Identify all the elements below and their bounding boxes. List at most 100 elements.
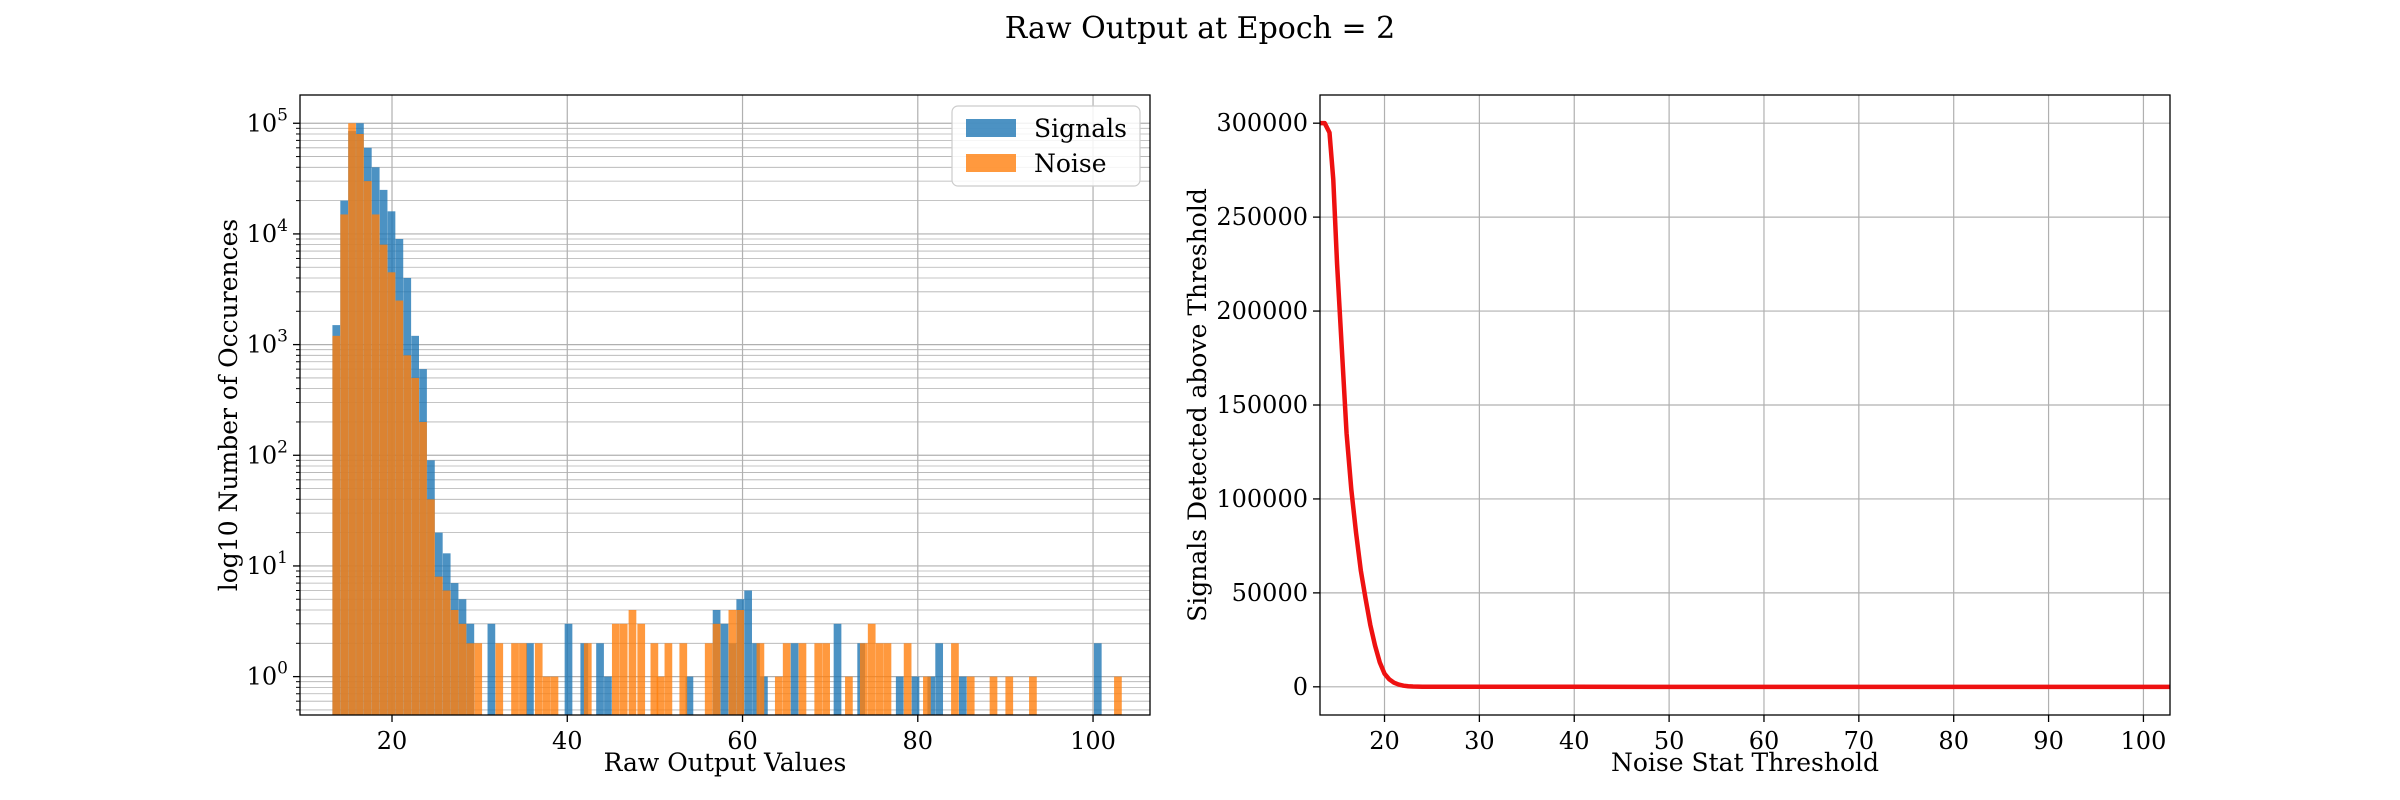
y-tick-label: 101 — [247, 548, 288, 580]
signals-histogram-bar — [596, 643, 604, 715]
noise-histogram-bar — [542, 676, 551, 715]
signals-histogram-bar — [752, 643, 760, 715]
noise-histogram-bar — [736, 609, 745, 715]
x-tick-label: 100 — [1070, 727, 1116, 755]
noise-histogram-bar — [442, 590, 451, 715]
x-tick-label: 100 — [2121, 727, 2167, 755]
x-tick-label: 80 — [903, 727, 934, 755]
noise-histogram-bar — [387, 272, 396, 715]
noise-histogram-bar — [712, 623, 721, 715]
noise-histogram-bar — [411, 377, 419, 715]
noise-histogram-bar — [519, 643, 527, 715]
noise-histogram-bar — [628, 609, 637, 715]
y-tick-label: 103 — [247, 327, 288, 359]
y-tick-label: 0 — [1293, 673, 1308, 701]
y-tick-label: 104 — [247, 216, 288, 248]
signals-histogram-bar — [685, 676, 694, 715]
noise-histogram-bar — [403, 355, 412, 715]
legend-noise-label: Noise — [1034, 149, 1107, 178]
noise-histogram-bar — [427, 499, 435, 715]
noise-histogram-bar — [379, 244, 388, 715]
histogram-plot-frame — [299, 94, 1151, 716]
histogram-ticks: 20 40 60 80 100 100 101 102 103 104 105 — [247, 105, 1116, 755]
x-tick-label: 80 — [1938, 727, 1969, 755]
histogram-x-axis-label: Raw Output Values — [604, 748, 847, 777]
noise-histogram-bar — [348, 123, 356, 715]
noise-histogram-bar — [704, 643, 713, 715]
x-tick-label: 30 — [1464, 727, 1495, 755]
y-tick-label: 300000 — [1216, 109, 1308, 137]
noise-histogram-bar — [798, 643, 807, 715]
threshold-y-axis-label: Signals Detected above Threshold — [1183, 188, 1212, 622]
y-tick-label: 150000 — [1216, 391, 1308, 419]
noise-histogram-bar — [728, 609, 737, 715]
noise-histogram-bar — [637, 623, 646, 715]
noise-histogram-bar — [883, 643, 892, 715]
histogram-legend: Signals Noise — [951, 105, 1141, 187]
noise-histogram-bar — [434, 576, 443, 715]
signals-histogram-bar — [720, 623, 729, 715]
noise-histogram-bar — [395, 300, 404, 715]
x-tick-label: 20 — [377, 727, 408, 755]
signals-histogram-bar — [526, 643, 534, 715]
signals-histogram-bar — [927, 676, 936, 715]
noise-histogram-bar — [951, 643, 959, 715]
noise-histogram-bar — [611, 623, 620, 715]
noise-histogram-bar — [822, 643, 830, 715]
y-tick-label: 105 — [247, 105, 288, 137]
figure-title: Raw Output at Epoch = 2 — [1005, 11, 1396, 46]
noise-histogram-bar — [903, 643, 912, 715]
noise-histogram-bar — [450, 609, 459, 715]
y-tick-label: 102 — [247, 437, 288, 469]
threshold-x-axis-label: Noise Stat Threshold — [1611, 748, 1879, 777]
histogram-chart: 20 40 60 80 100 100 101 102 103 104 105 Raw Output… — [214, 94, 1151, 777]
noise-histogram-bar — [966, 676, 975, 715]
noise-histogram-bar — [583, 643, 592, 715]
signals-histogram-bar — [604, 676, 612, 715]
noise-histogram-bar — [859, 643, 868, 715]
histogram-y-axis-label: log10 Number of Occurences — [214, 219, 243, 592]
noise-histogram-bar — [550, 676, 559, 715]
noise-histogram-bar — [814, 643, 823, 715]
threshold-grid — [1320, 95, 2170, 715]
y-tick-label: 50000 — [1232, 579, 1308, 607]
noise-histogram-bar — [340, 214, 349, 715]
signals-histogram-bar — [911, 676, 920, 715]
signals-histogram-bar — [564, 623, 573, 715]
noise-histogram-bar — [875, 643, 884, 715]
noise-histogram-bar — [1114, 676, 1122, 715]
x-tick-label: 40 — [1559, 727, 1590, 755]
noise-histogram-bar — [656, 676, 665, 715]
histogram-bars — [332, 123, 1122, 716]
legend-signals-label: Signals — [1034, 114, 1127, 143]
signals-histogram-bar — [833, 623, 842, 715]
noise-histogram-bar — [619, 623, 628, 715]
noise-histogram-bar — [1029, 676, 1037, 715]
signals-histogram-bar — [744, 590, 752, 715]
threshold-curve — [1320, 120, 2170, 690]
signals-histogram-bar — [790, 643, 799, 715]
noise-histogram-bar — [419, 421, 427, 715]
noise-histogram-bar — [534, 643, 543, 715]
noise-histogram-bar — [756, 643, 765, 715]
x-tick-label: 70 — [1844, 727, 1875, 755]
noise-histogram-bar — [679, 643, 688, 715]
y-tick-label: 100 — [247, 659, 288, 691]
noise-histogram-bar — [782, 643, 791, 715]
signals-histogram-bar — [935, 643, 944, 715]
x-tick-label: 60 — [727, 727, 758, 755]
x-tick-label: 50 — [1654, 727, 1685, 755]
legend-signals-swatch — [966, 119, 1016, 137]
x-tick-label: 20 — [1369, 727, 1400, 755]
noise-histogram-bar — [511, 643, 519, 715]
x-tick-label: 90 — [2033, 727, 2064, 755]
y-tick-label: 100000 — [1216, 485, 1308, 513]
noise-histogram-bar — [363, 181, 372, 715]
noise-histogram-bar — [495, 643, 504, 715]
noise-histogram-bar — [664, 643, 673, 715]
y-tick-label: 200000 — [1216, 297, 1308, 325]
legend-noise-swatch — [966, 154, 1016, 172]
signals-histogram-bar — [895, 676, 904, 715]
threshold-ticks: 20 30 40 50 60 70 80 90 100 0 50000 100000 150000 200… — [1216, 109, 2166, 755]
